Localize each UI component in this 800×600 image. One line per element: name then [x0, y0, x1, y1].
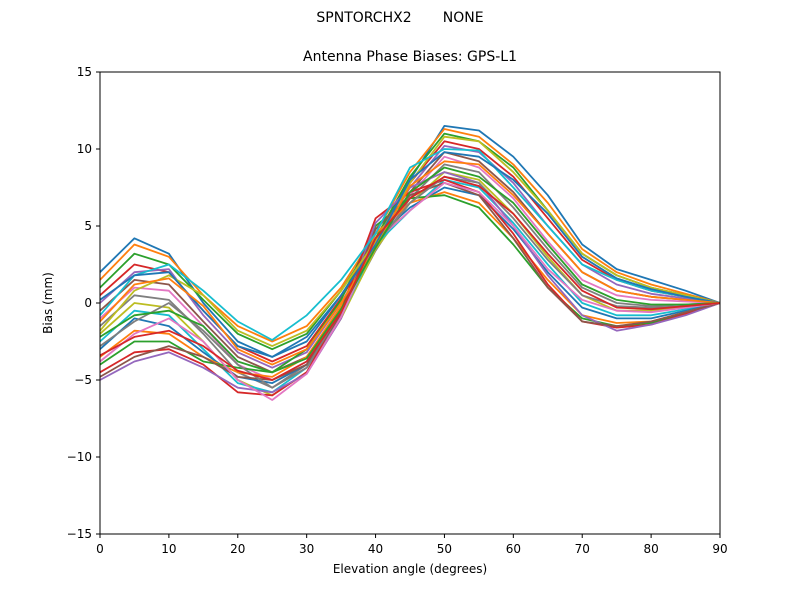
x-tick-label: 20 — [230, 542, 245, 556]
y-axis-ticks: −15 −10 −5 0 5 10 15 — [67, 65, 100, 541]
chart-title: Antenna Phase Biases: GPS-L1 — [303, 49, 517, 65]
radome-name: NONE — [442, 10, 484, 26]
series-line-23 — [99, 166, 721, 374]
series-line-17 — [99, 181, 721, 401]
plot-frame — [99, 71, 721, 535]
x-tick-label: 50 — [437, 542, 452, 556]
x-tick-label: 70 — [575, 542, 590, 556]
y-axis-label: Bias (mm) — [41, 272, 55, 334]
y-tick-label: 0 — [84, 296, 92, 310]
series-line-20 — [99, 148, 721, 341]
x-tick-label: 60 — [506, 542, 521, 556]
series-line-22 — [99, 160, 721, 366]
x-tick-label: 10 — [161, 542, 176, 556]
x-tick-label: 90 — [712, 542, 727, 556]
y-tick-label: −5 — [74, 373, 92, 387]
series-line-16 — [99, 181, 721, 381]
series-line-7 — [99, 155, 721, 381]
figure-suptitle: SPNTORCHX2 NONE — [0, 10, 800, 26]
series-lines — [99, 125, 721, 401]
y-tick-label: 10 — [77, 142, 92, 156]
x-tick-label: 0 — [96, 542, 104, 556]
x-tick-label: 80 — [643, 542, 658, 556]
y-tick-label: 15 — [77, 65, 92, 79]
series-line-24 — [99, 175, 721, 381]
series-line-21 — [99, 151, 721, 358]
x-tick-label: 30 — [299, 542, 314, 556]
antenna-name: SPNTORCHX2 — [316, 10, 412, 26]
series-line-11 — [99, 186, 721, 385]
x-tick-label: 40 — [368, 542, 383, 556]
series-line-18 — [99, 175, 721, 389]
x-axis-label: Elevation angle (degrees) — [332, 562, 488, 576]
y-tick-label: −10 — [67, 450, 92, 464]
series-line-3 — [99, 132, 721, 351]
y-tick-label: 5 — [84, 219, 92, 233]
x-axis-ticks: 0 10 20 30 40 50 60 70 80 90 — [96, 534, 728, 556]
series-line-19 — [99, 135, 721, 348]
y-tick-label: −15 — [67, 527, 92, 541]
